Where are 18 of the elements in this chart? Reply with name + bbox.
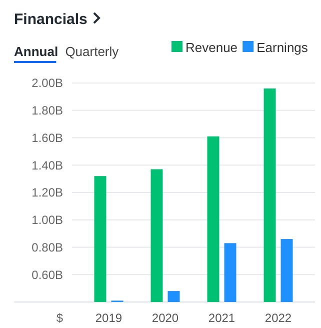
y-tick-label: 1.60B — [32, 130, 63, 145]
x-tick-label: 2019 — [95, 311, 122, 325]
y-tick-label: 1.80B — [32, 104, 63, 118]
legend-label: Revenue — [186, 40, 238, 55]
y-tick-label: 1.00B — [32, 213, 63, 228]
y-tick-label: 0.60B — [32, 268, 63, 282]
y-tick-label: 0.80B — [32, 240, 63, 254]
text: Annual — [14, 44, 58, 59]
y-axis-title: $ — [56, 311, 64, 325]
chart-title: Financials — [14, 11, 88, 28]
x-tick-label: 2020 — [152, 311, 179, 325]
x-tick-label: 2021 — [208, 311, 236, 325]
y-tick-label: 2.00B — [32, 76, 63, 90]
y-tick-label: 1.40B — [32, 158, 63, 172]
x-tick-label: 2022 — [264, 311, 292, 325]
legend-label: Earnings — [256, 40, 308, 55]
text: Quarterly — [65, 44, 120, 59]
y-tick-label: 1.20B — [32, 186, 63, 200]
